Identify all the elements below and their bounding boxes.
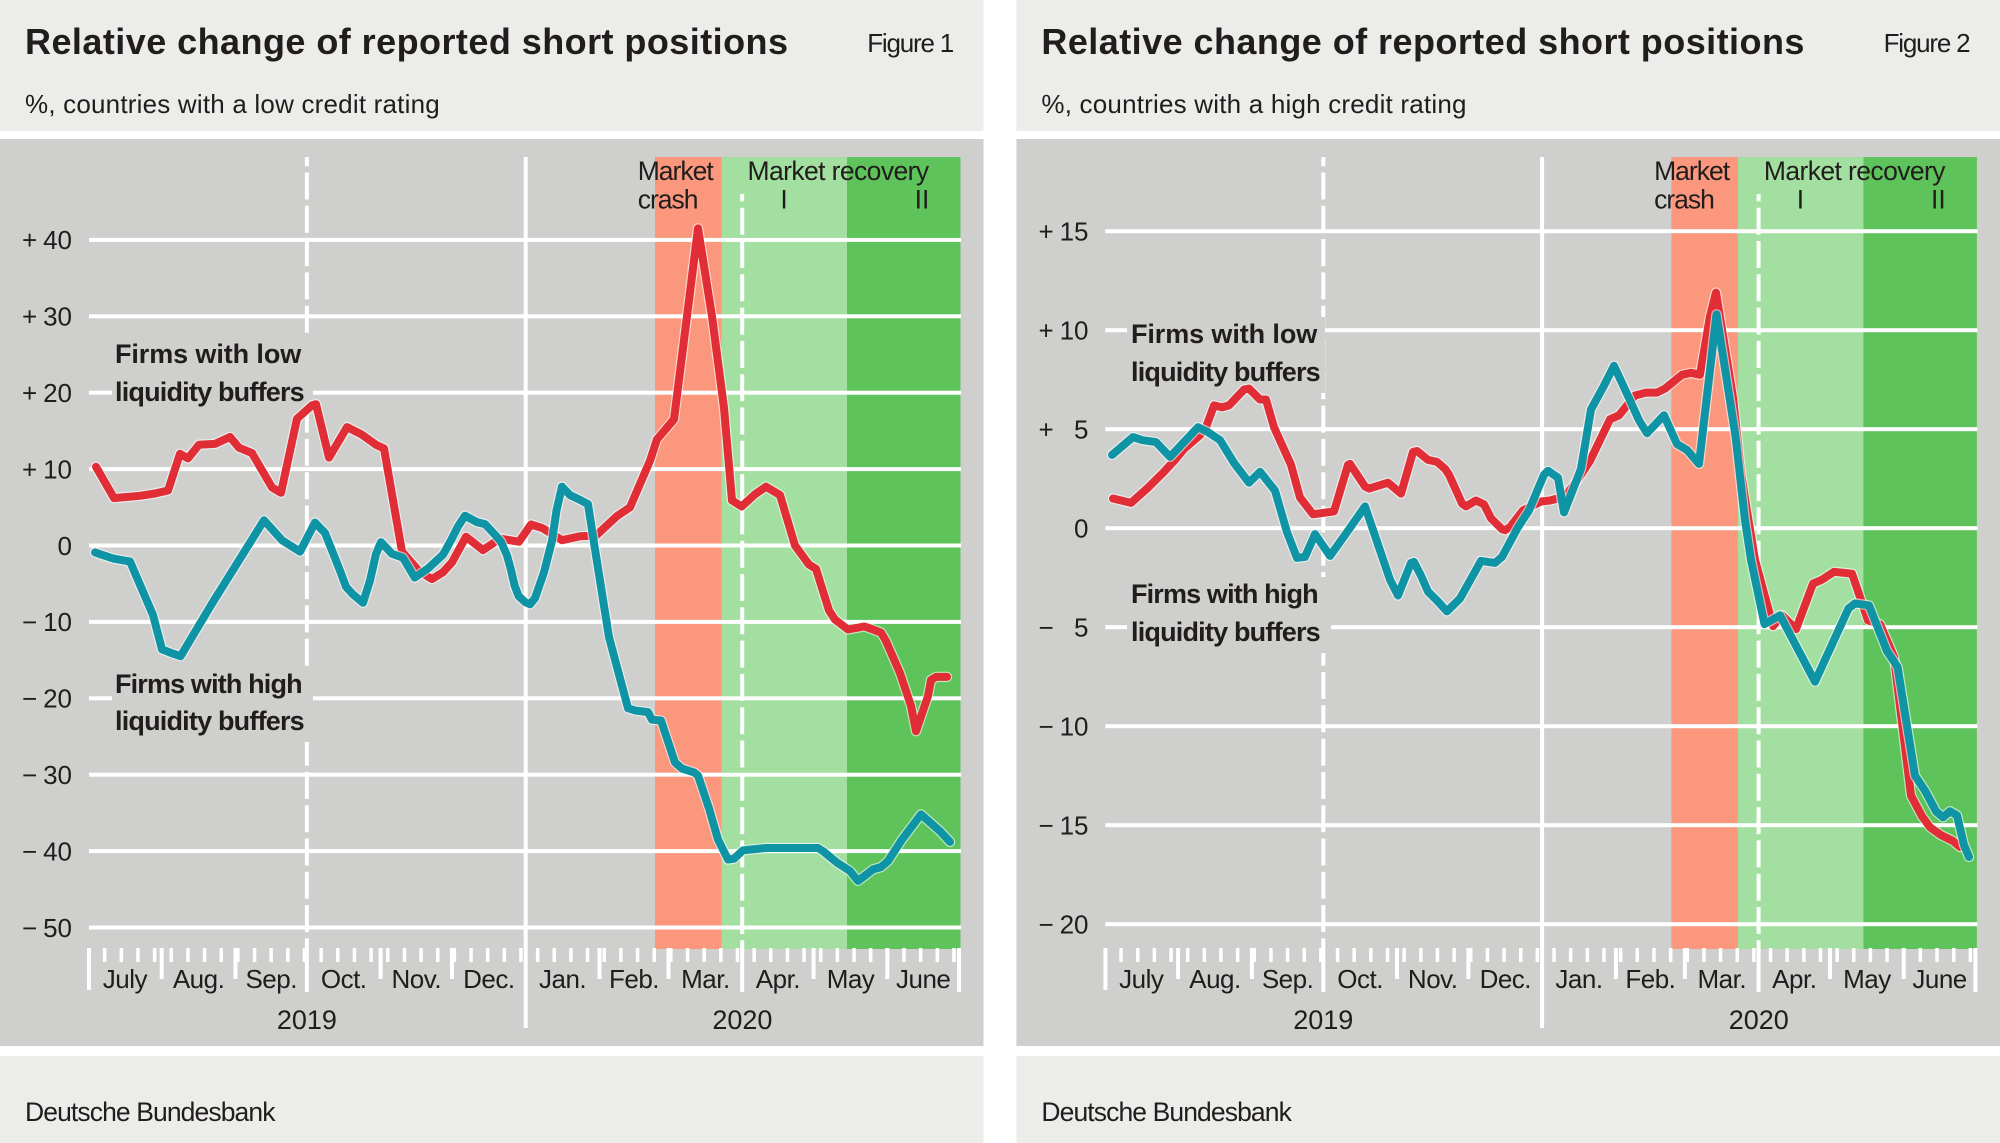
svg-text:−: − [22, 684, 37, 714]
svg-text:2020: 2020 [712, 1005, 772, 1035]
svg-text:20: 20 [43, 378, 72, 408]
svg-text:Figure 1: Figure 1 [867, 28, 954, 58]
svg-text:+: + [22, 302, 37, 332]
svg-text:Firms with low: Firms with low [1131, 319, 1318, 349]
svg-text:Firms with high: Firms with high [1131, 579, 1318, 609]
svg-text:40: 40 [43, 836, 72, 866]
svg-text:June: June [1912, 964, 1966, 994]
svg-text:15: 15 [1060, 811, 1089, 841]
svg-text:Market: Market [638, 156, 715, 186]
svg-text:Oct.: Oct. [1337, 964, 1383, 994]
svg-text:Deutsche Bundesbank: Deutsche Bundesbank [25, 1097, 276, 1127]
svg-text:5: 5 [1074, 613, 1088, 643]
svg-text:Figure 2: Figure 2 [1884, 28, 1971, 58]
svg-text:−: − [1039, 712, 1054, 742]
svg-text:II: II [1931, 185, 1946, 215]
svg-text:+: + [1039, 415, 1054, 445]
svg-text:−: − [1039, 910, 1054, 940]
svg-text:Sep.: Sep. [1262, 964, 1314, 994]
svg-text:Mar.: Mar. [681, 964, 730, 994]
svg-text:crash: crash [638, 185, 698, 215]
svg-text:0: 0 [1074, 514, 1088, 544]
svg-text:May: May [827, 964, 875, 994]
svg-text:liquidity buffers: liquidity buffers [1131, 617, 1320, 647]
svg-text:Market recovery: Market recovery [1764, 156, 1946, 186]
svg-text:Feb.: Feb. [1625, 964, 1675, 994]
svg-text:Nov.: Nov. [392, 964, 442, 994]
svg-text:2019: 2019 [1293, 1005, 1353, 1035]
svg-text:30: 30 [43, 760, 72, 790]
svg-text:−: − [1039, 613, 1054, 643]
svg-text:Deutsche Bundesbank: Deutsche Bundesbank [1041, 1097, 1292, 1127]
svg-text:Market: Market [1654, 156, 1731, 186]
svg-text:15: 15 [1060, 217, 1089, 247]
svg-text:10: 10 [43, 607, 72, 637]
svg-text:2020: 2020 [1729, 1005, 1789, 1035]
svg-text:+: + [1039, 316, 1054, 346]
svg-text:liquidity buffers: liquidity buffers [1131, 357, 1320, 387]
svg-text:Relative change of reported sh: Relative change of reported short positi… [25, 21, 788, 62]
svg-text:July: July [1119, 964, 1164, 994]
svg-text:−: − [22, 913, 37, 943]
svg-text:Dec.: Dec. [1480, 964, 1531, 994]
svg-text:Dec.: Dec. [463, 964, 514, 994]
svg-text:I: I [780, 185, 787, 215]
svg-text:Market recovery: Market recovery [748, 156, 930, 186]
svg-text:liquidity buffers: liquidity buffers [115, 377, 304, 407]
svg-text:Firms with low: Firms with low [115, 339, 302, 369]
svg-text:2019: 2019 [277, 1005, 337, 1035]
svg-text:Jan.: Jan. [1555, 964, 1602, 994]
svg-text:10: 10 [1060, 316, 1089, 346]
svg-text:0: 0 [58, 531, 72, 561]
svg-text:Relative change of reported sh: Relative change of reported short positi… [1041, 21, 1804, 62]
svg-text:Mar.: Mar. [1698, 964, 1747, 994]
svg-text:−: − [22, 760, 37, 790]
svg-text:%, countries with a low credit: %, countries with a low credit rating [25, 89, 440, 119]
svg-text:50: 50 [43, 913, 72, 943]
svg-text:%, countries with a high credi: %, countries with a high credit rating [1041, 89, 1466, 119]
svg-text:10: 10 [1060, 712, 1089, 742]
svg-text:Apr.: Apr. [1772, 964, 1816, 994]
svg-text:I: I [1797, 185, 1804, 215]
svg-text:−: − [22, 836, 37, 866]
svg-text:−: − [1039, 811, 1054, 841]
svg-text:10: 10 [43, 454, 72, 484]
svg-text:5: 5 [1074, 415, 1088, 445]
svg-text:40: 40 [43, 225, 72, 255]
svg-text:+: + [22, 454, 37, 484]
svg-text:June: June [896, 964, 950, 994]
svg-text:Aug.: Aug. [1189, 964, 1241, 994]
svg-text:Nov.: Nov. [1408, 964, 1458, 994]
svg-text:Feb.: Feb. [609, 964, 659, 994]
svg-text:Oct.: Oct. [321, 964, 367, 994]
svg-text:Jan.: Jan. [539, 964, 586, 994]
svg-text:20: 20 [1060, 910, 1089, 940]
svg-text:II: II [915, 185, 930, 215]
svg-text:Apr.: Apr. [756, 964, 800, 994]
svg-text:+: + [22, 378, 37, 408]
svg-text:liquidity buffers: liquidity buffers [115, 706, 304, 736]
svg-text:−: − [22, 607, 37, 637]
svg-text:+: + [1039, 217, 1054, 247]
svg-text:Aug.: Aug. [173, 964, 225, 994]
svg-text:20: 20 [43, 684, 72, 714]
svg-text:30: 30 [43, 302, 72, 332]
svg-text:Firms with high: Firms with high [115, 669, 302, 699]
svg-text:July: July [103, 964, 148, 994]
svg-text:crash: crash [1654, 185, 1714, 215]
svg-text:May: May [1843, 964, 1891, 994]
svg-text:+: + [22, 225, 37, 255]
svg-text:Sep.: Sep. [245, 964, 297, 994]
